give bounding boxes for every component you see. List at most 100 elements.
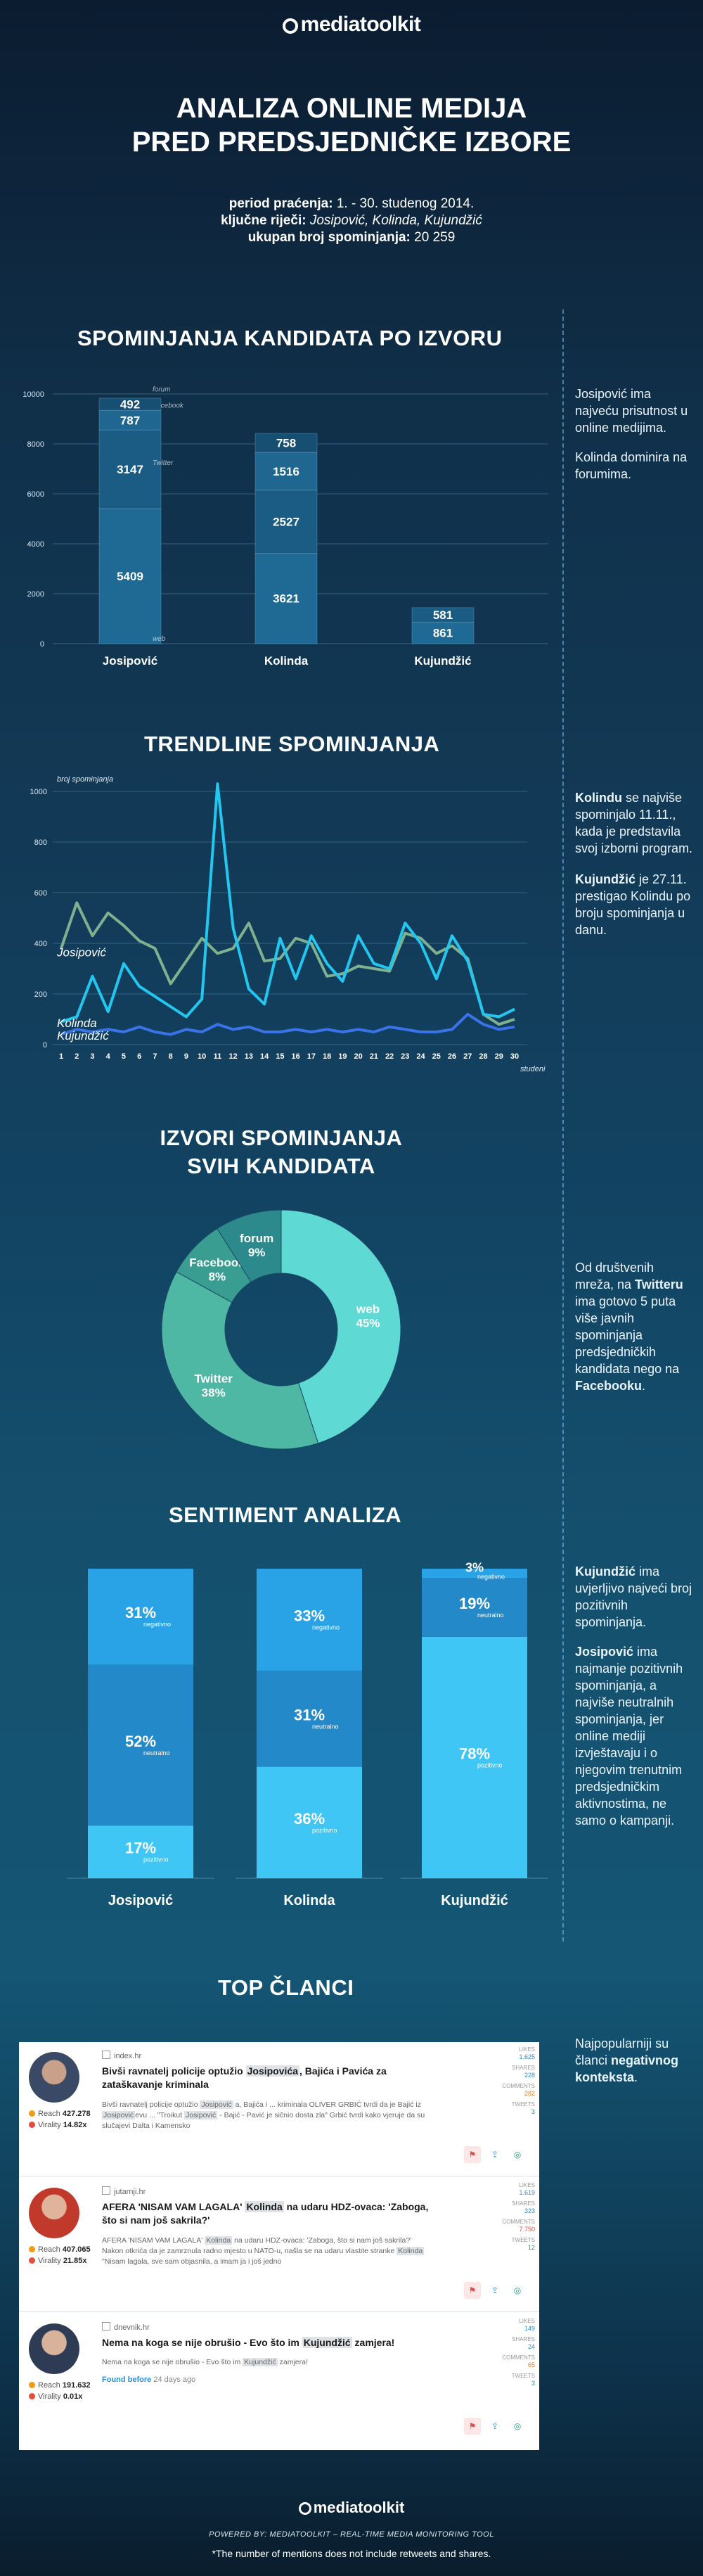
article-excerpt: Bivši ravnatelj policije optužio Josipov… bbox=[102, 2100, 432, 2131]
section-title-all-sources-1: IZVORI SPOMINJANJA bbox=[160, 1126, 403, 1150]
sidebar-bold-4b: Josipović bbox=[575, 1645, 634, 1659]
x-tick-label: 21 bbox=[370, 1052, 378, 1061]
sidebar-text-5a: Najpopularniji su članci bbox=[575, 2036, 669, 2067]
bar-value-label: 2527 bbox=[273, 516, 299, 529]
sidebar-bold-3b: Twitteru bbox=[635, 1277, 683, 1292]
excerpt-keyword: Kolinda bbox=[205, 2236, 233, 2245]
globe-icon[interactable]: ◎ bbox=[513, 2421, 522, 2431]
x-tick-label: 22 bbox=[385, 1052, 394, 1061]
shares-value: 323 bbox=[524, 2207, 535, 2214]
comments-label: COMMENTS bbox=[502, 2354, 535, 2361]
excerpt-part: a, Bajića i ... kriminala OLIVER GRBIĆ t… bbox=[233, 2100, 421, 2109]
headline-part: na udaru HDZ-ovaca: 'Zaboga, što si nam … bbox=[102, 2201, 429, 2226]
likes-label: LIKES bbox=[519, 2318, 535, 2324]
article-metrics: LIKES 149 SHARES 24 COMMENTS 65 TWEETS 3 bbox=[497, 2318, 535, 2391]
article-source[interactable]: dnevnik.hr bbox=[102, 2322, 150, 2332]
bar-series-label: negativno bbox=[312, 1624, 340, 1631]
shares-value: 228 bbox=[524, 2072, 535, 2079]
share-icon[interactable]: ⇪ bbox=[491, 2150, 499, 2160]
series-line bbox=[60, 1012, 515, 1036]
sidebar-bold-3d: Facebooku bbox=[575, 1379, 643, 1393]
total-label: ukupan broj spominjanja: bbox=[247, 230, 411, 245]
article-headline[interactable]: Bivši ravnatelj policije optužio Josipov… bbox=[102, 2065, 432, 2091]
excerpt-keyword: Josipović bbox=[184, 2111, 218, 2119]
article-card[interactable]: Reach 191.632 Virality 0.01x dnevnik.hr … bbox=[19, 2314, 539, 2447]
likes-label: LIKES bbox=[519, 2046, 535, 2053]
x-tick-label: 6 bbox=[137, 1052, 141, 1061]
headline-part: AFERA 'NISAM VAM LAGALA' bbox=[102, 2201, 245, 2212]
footer-logo: mediatoolkit bbox=[0, 2499, 703, 2517]
headline-part: , Bajića i Pavića za zataškavanje krimin… bbox=[102, 2065, 387, 2090]
sidebar-text-4a: Kujundžić ima uvjerljivo najveći broj po… bbox=[575, 1563, 695, 1631]
x-tick-label: 8 bbox=[169, 1052, 173, 1061]
sidebar-bold-2a: Kolindu bbox=[575, 791, 622, 805]
flag-icon[interactable]: ⚑ bbox=[464, 2418, 481, 2435]
x-tick-label: 7 bbox=[153, 1052, 157, 1061]
article-source[interactable]: jutarnji.hr bbox=[102, 2186, 146, 2196]
series-label: Twitter bbox=[153, 459, 174, 467]
title-line-1: ANALIZA ONLINE MEDIJA bbox=[176, 93, 527, 124]
globe-icon[interactable]: ◎ bbox=[513, 2150, 522, 2160]
reach-value: 427.278 bbox=[62, 2110, 91, 2118]
bar-segment bbox=[254, 452, 318, 491]
globe-icon[interactable]: ◎ bbox=[513, 2285, 522, 2295]
page-title: ANALIZA ONLINE MEDIJA PRED PREDSJEDNIČKE… bbox=[0, 91, 703, 159]
virality-stat: Virality 21.85x bbox=[29, 2257, 87, 2265]
article-card[interactable]: Reach 427.278 Virality 14.82x index.hr B… bbox=[19, 2042, 539, 2176]
reach-dot-icon bbox=[29, 2110, 35, 2117]
bar-segment bbox=[257, 1671, 362, 1767]
x-category-label: Josipović bbox=[108, 1893, 173, 1908]
bar-segment bbox=[422, 1569, 527, 1579]
excerpt-keyword: Kujundžić bbox=[243, 2358, 278, 2366]
sidebar-bold-2b: Kujundžić bbox=[575, 872, 636, 886]
virality-value: 0.01x bbox=[63, 2392, 83, 2401]
bar-value-label: 758 bbox=[276, 436, 296, 449]
x-tick-label: 14 bbox=[260, 1052, 269, 1061]
bar-segment bbox=[422, 1636, 527, 1878]
comments-value: 282 bbox=[524, 2090, 535, 2097]
bar-series-label: neutralno bbox=[312, 1723, 339, 1730]
likes-value: 1.619 bbox=[519, 2189, 535, 2196]
excerpt-keyword: Josipović bbox=[102, 2111, 136, 2119]
article-avatar bbox=[29, 2188, 79, 2238]
section-title-top: TOP ČLANCI bbox=[218, 1975, 354, 2000]
article-headline[interactable]: AFERA 'NISAM VAM LAGALA' Kolinda na udar… bbox=[102, 2200, 432, 2227]
y-tick-label: 0 bbox=[43, 1041, 47, 1050]
sidebar-span-2b: je 27.11. prestigao Kolindu po broju spo… bbox=[575, 872, 691, 937]
reach-value: 407.065 bbox=[62, 2245, 91, 2254]
series-label: forum bbox=[153, 386, 171, 394]
bar-value-label: 33% bbox=[294, 1607, 325, 1625]
share-icon[interactable]: ⇪ bbox=[491, 2285, 499, 2295]
excerpt-part: "Nisam lagala, sve sam objasnila, a imam… bbox=[102, 2257, 282, 2266]
period-value: 1. - 30. studenog 2014. bbox=[336, 196, 475, 211]
virality-value: 14.82x bbox=[63, 2121, 87, 2129]
series-line bbox=[60, 901, 515, 1026]
sidebar-text-1b: Kolinda dominira na forumima. bbox=[575, 450, 688, 481]
share-icon[interactable]: ⇪ bbox=[491, 2421, 499, 2431]
likes-label: LIKES bbox=[519, 2182, 535, 2188]
excerpt-part: na udaru HDZ-ovaca: 'Zaboga, što si nam … bbox=[102, 2236, 412, 2255]
excerpt-keyword: Kolinda bbox=[396, 2247, 425, 2255]
article-card[interactable]: Reach 407.065 Virality 21.85x jutarnji.h… bbox=[19, 2178, 539, 2312]
reach-label: Reach bbox=[38, 2381, 60, 2390]
article-headline[interactable]: Nema na koga se nije obrušio - Evo što i… bbox=[102, 2336, 432, 2349]
y-tick-label: 1000 bbox=[30, 788, 47, 796]
bar-segment bbox=[411, 621, 475, 644]
excerpt-part: - Bajić - Pavić je sičnio dosta zla" Grb… bbox=[102, 2111, 425, 2130]
x-category-label: Kolinda bbox=[264, 654, 309, 668]
article-source[interactable]: index.hr bbox=[102, 2051, 141, 2060]
footnote: *The number of mentions does not include… bbox=[212, 2548, 491, 2559]
bar-segment bbox=[98, 508, 162, 644]
flag-icon[interactable]: ⚑ bbox=[464, 2146, 481, 2163]
x-tick-label: 12 bbox=[229, 1052, 238, 1061]
tweets-value: 3 bbox=[531, 2380, 535, 2387]
x-tick-label: 11 bbox=[214, 1052, 222, 1061]
top-articles-panel: Reach 427.278 Virality 14.82x index.hr B… bbox=[19, 2042, 539, 2450]
sidebar-text-3e: . bbox=[642, 1379, 646, 1393]
bar-segment bbox=[98, 429, 162, 509]
flag-icon[interactable]: ⚑ bbox=[464, 2282, 481, 2299]
bar-value-label: 787 bbox=[120, 414, 140, 427]
x-category-label: Josipović bbox=[103, 654, 157, 668]
x-category-label: Kujundžić bbox=[414, 654, 471, 668]
